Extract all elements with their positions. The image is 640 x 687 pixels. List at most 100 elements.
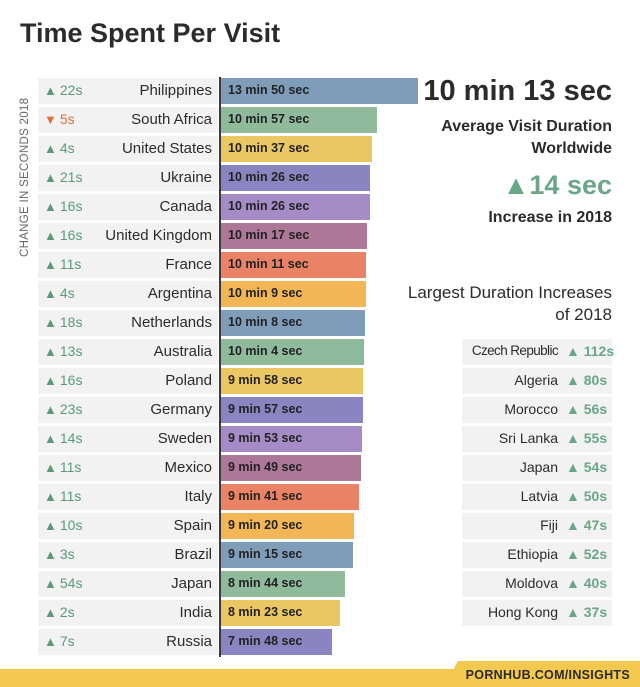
bar: [221, 513, 354, 539]
row-background: [38, 542, 218, 568]
country-label: Philippines: [139, 82, 212, 99]
country-label: United States: [121, 140, 212, 157]
bar: [221, 281, 366, 307]
list-item: Morocco ▲ 56s: [462, 397, 612, 423]
bar: [221, 571, 345, 597]
change-text: 11s: [59, 488, 82, 504]
row-background: [38, 368, 218, 394]
up-arrow-icon: ▲: [44, 402, 57, 417]
country-label: Russia: [166, 633, 212, 650]
table-row: ▲ 16s Poland 9 min 58 sec: [38, 368, 418, 394]
increase-change-text: 80s: [583, 372, 608, 388]
change-value: ▲ 7s: [44, 633, 75, 649]
up-arrow-icon: ▲: [44, 199, 57, 214]
row-background: [38, 107, 218, 133]
up-arrow-icon: ▲: [44, 489, 57, 504]
increase-value: ▲14 sec: [503, 170, 612, 201]
increase-change: ▲ 112s: [566, 343, 614, 359]
up-arrow-icon: ▲: [566, 517, 584, 533]
row-background: [38, 223, 218, 249]
table-row: ▲ 22s Philippines 13 min 50 sec: [38, 78, 418, 104]
bar-value-label: 9 min 57 sec: [228, 402, 303, 416]
change-text: 18s: [59, 314, 83, 330]
bar-value-label: 9 min 41 sec: [228, 489, 303, 503]
row-background: [38, 571, 218, 597]
bar: [221, 136, 372, 162]
table-row: ▲ 13s Australia 10 min 4 sec: [38, 339, 418, 365]
bar: [221, 78, 418, 104]
country-label: South Africa: [131, 111, 212, 128]
axis-line: [219, 77, 221, 657]
change-value: ▲ 4s: [44, 140, 75, 156]
change-value: ▲ 11s: [44, 459, 81, 475]
increase-change-text: 55s: [583, 430, 608, 446]
increase-change-text: 54s: [583, 459, 608, 475]
increase-country: Czech Republic: [471, 343, 559, 358]
change-text: 22s: [59, 82, 83, 98]
increase-change: ▲ 47s: [566, 517, 607, 533]
increase-change: ▲ 37s: [566, 604, 607, 620]
up-arrow-icon: ▲: [44, 344, 57, 359]
row-background: [38, 310, 218, 336]
row-background: [38, 600, 218, 626]
up-arrow-icon: ▲: [566, 401, 584, 417]
up-arrow-icon: ▲: [44, 634, 57, 649]
bar-value-label: 10 min 57 sec: [228, 112, 310, 126]
table-row: ▲ 16s Canada 10 min 26 sec: [38, 194, 418, 220]
bar-value-label: 10 min 26 sec: [228, 199, 310, 213]
bar: [221, 223, 367, 249]
table-row: ▲ 18s Netherlands 10 min 8 sec: [38, 310, 418, 336]
avg-duration-value: 10 min 13 sec: [423, 75, 612, 107]
bar-value-label: 10 min 4 sec: [228, 344, 303, 358]
up-arrow-icon: ▲: [44, 373, 57, 388]
page-title: Time Spent Per Visit: [20, 18, 281, 48]
change-text: 7s: [59, 633, 75, 649]
country-label: Sweden: [157, 430, 212, 447]
increase-change-text: 112s: [583, 343, 615, 359]
up-arrow-icon: ▲: [44, 257, 57, 272]
country-label: Ukraine: [160, 169, 212, 186]
list-item: Ethiopia ▲ 52s: [462, 542, 612, 568]
bar: [221, 107, 377, 133]
bar-value-label: 9 min 20 sec: [228, 518, 303, 532]
country-label: Germany: [150, 401, 212, 418]
row-background: [38, 194, 218, 220]
up-arrow-icon: ▲: [44, 576, 57, 591]
table-row: ▲ 4s United States 10 min 37 sec: [38, 136, 418, 162]
up-arrow-icon: ▲: [566, 459, 584, 475]
country-label: Italy: [184, 488, 212, 505]
country-label: Canada: [159, 198, 212, 215]
increase-change: ▲ 50s: [566, 488, 607, 504]
list-item: Fiji ▲ 47s: [462, 513, 612, 539]
up-arrow-icon: ▲: [44, 83, 57, 98]
up-arrow-icon: ▲: [566, 604, 584, 620]
bar-value-label: 9 min 49 sec: [228, 460, 303, 474]
list-item: Czech Republic ▲ 112s: [462, 339, 614, 365]
increase-country: Fiji: [540, 517, 558, 533]
y-axis-label: CHANGE IN SECONDS 2018: [19, 97, 31, 257]
bar: [221, 484, 359, 510]
country-label: Argentina: [147, 285, 212, 302]
bar-value-label: 7 min 48 sec: [228, 634, 303, 648]
bar: [221, 542, 353, 568]
avg-duration-label: Average Visit Duration Worldwide: [441, 118, 612, 157]
change-value: ▲ 14s: [44, 430, 82, 446]
table-row: ▼ 5s South Africa 10 min 57 sec: [38, 107, 418, 133]
up-arrow-icon: ▲: [566, 343, 584, 359]
country-label: Australia: [153, 343, 212, 360]
change-value: ▲ 16s: [44, 227, 82, 243]
change-text: 16s: [59, 198, 83, 214]
bar: [221, 455, 361, 481]
country-label: Netherlands: [131, 314, 212, 331]
bar: [221, 629, 332, 655]
bar: [221, 310, 365, 336]
footer-link[interactable]: PORNHUB.COM/INSIGHTS: [465, 668, 630, 682]
up-arrow-icon: ▲: [566, 488, 584, 504]
increase-change: ▲ 54s: [566, 459, 607, 475]
row-background: [38, 136, 218, 162]
increase-change-text: 40s: [583, 575, 608, 591]
up-arrow-icon: ▲: [566, 546, 584, 562]
list-item: Latvia ▲ 50s: [462, 484, 612, 510]
country-label: Spain: [173, 517, 212, 534]
change-value: ▲ 21s: [44, 169, 82, 185]
